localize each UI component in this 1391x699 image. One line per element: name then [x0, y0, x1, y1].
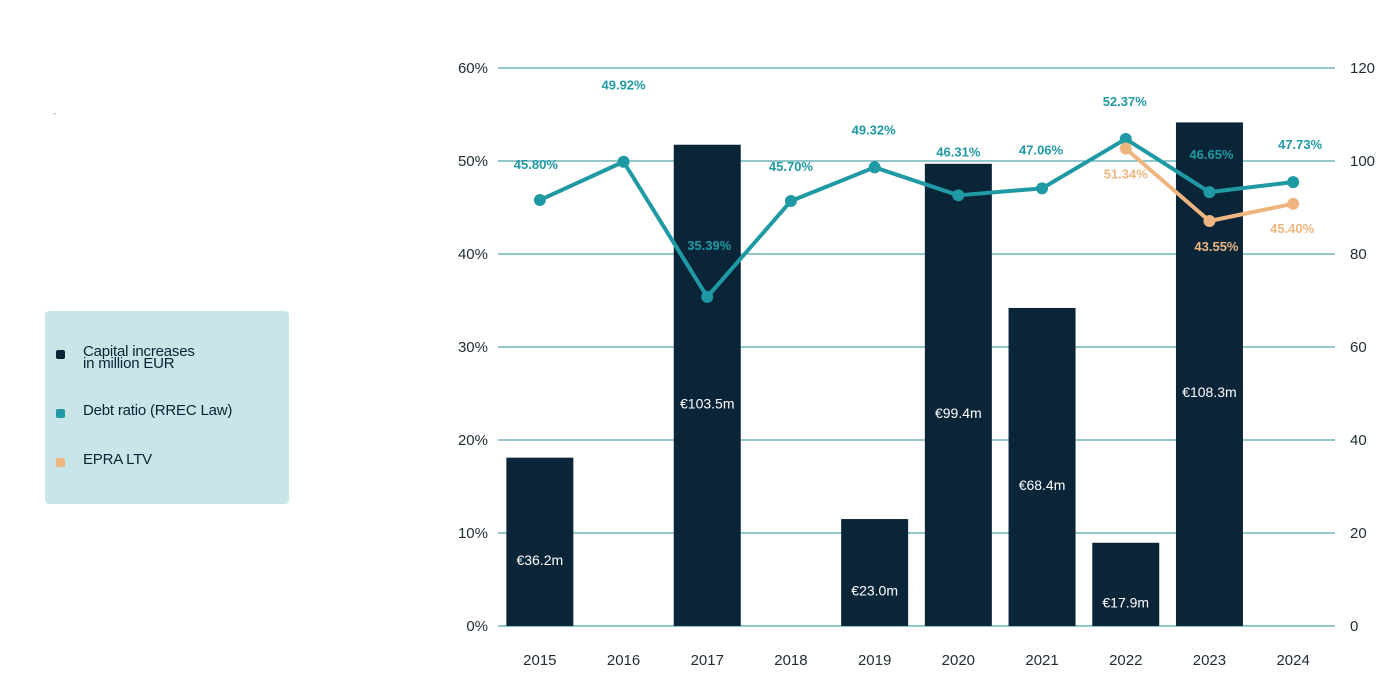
right-axis-tick-label: 80 [1350, 246, 1367, 263]
right-axis-tick-label: 120 [1350, 60, 1375, 77]
bar [673, 144, 741, 626]
debt-ratio-point [617, 155, 630, 168]
right-axis-tick-label: 40 [1350, 432, 1367, 449]
left-axis-tick-label: 0% [466, 618, 488, 635]
left-axis-tick-label: 50% [458, 153, 488, 170]
epra-ltv-data-label: 45.40% [1270, 221, 1315, 236]
bar [1092, 542, 1160, 626]
legend-swatch-debt-ratio [56, 409, 65, 418]
debt-ratio-data-label: 52.37% [1103, 94, 1148, 109]
bar-data-label: €17.9m [1102, 594, 1149, 610]
debt-ratio-data-label: 47.73% [1278, 137, 1323, 152]
debt-ratio-point [1036, 182, 1049, 195]
x-axis-tick-label: 2020 [942, 652, 975, 669]
debt-ratio-data-label: 46.31% [936, 144, 981, 159]
legend-item-epra-ltv: EPRA LTV [56, 451, 152, 468]
legend-item-capital-increases: Capital increases in million EUR [56, 343, 195, 372]
right-axis-tick-label: 100 [1350, 153, 1375, 170]
epra-ltv-data-label: 51.34% [1104, 167, 1149, 182]
bar [924, 163, 992, 627]
debt-ratio-point [1203, 186, 1216, 199]
epra-ltv-point [1203, 214, 1216, 227]
x-axis-tick-label: 2021 [1025, 652, 1058, 669]
bar-data-label: €99.4m [935, 405, 982, 421]
right-axis-tick-label: 60 [1350, 339, 1367, 356]
right-axis-tick-label: 20 [1350, 525, 1367, 542]
debt-ratio-data-label: 46.65% [1189, 147, 1234, 162]
left-axis-tick-label: 20% [458, 432, 488, 449]
debt-ratio-point [701, 290, 714, 303]
x-axis-tick-label: 2022 [1109, 652, 1142, 669]
bar [841, 519, 909, 626]
legend-label-line1: Debt ratio (RREC Law) [83, 402, 233, 419]
bar-data-label: €36.2m [516, 552, 563, 568]
legend-label-capital-increases: Capital increases in million EUR [83, 343, 195, 372]
stray-mark: ’ [54, 112, 56, 121]
legend-swatch-capital-increases [56, 350, 65, 359]
chart-legend: Capital increases in million EUR Debt ra… [45, 311, 289, 504]
x-axis-tick-label: 2017 [691, 652, 724, 669]
left-axis-tick-label: 40% [458, 246, 488, 263]
debt-ratio-point [1119, 132, 1132, 145]
x-axis-tick-label: 2019 [858, 652, 891, 669]
left-axis-tick-label: 10% [458, 525, 488, 542]
epra-ltv-point [1119, 142, 1132, 155]
x-axis-tick-label: 2023 [1193, 652, 1226, 669]
x-axis-tick-label: 2015 [523, 652, 556, 669]
debt-ratio-data-label: 45.80% [514, 157, 559, 172]
debt-ratio-data-label: 49.92% [602, 78, 647, 93]
debt-ratio-line [539, 136, 1294, 299]
epra-ltv-data-label: 43.55% [1194, 239, 1239, 254]
legend-swatch-epra-ltv [56, 458, 65, 467]
bar-data-label: €68.4m [1019, 477, 1066, 493]
bar [1008, 307, 1076, 626]
debt-ratio-data-label: 47.06% [1019, 142, 1064, 157]
debt-ratio-point [868, 161, 881, 174]
debt-ratio-point [533, 194, 546, 207]
epra-ltv-point [1287, 197, 1300, 210]
debt-ratio-data-label: 35.39% [687, 238, 732, 253]
bar-data-label: €108.3m [1182, 384, 1236, 400]
debt-ratio-point [784, 194, 797, 207]
legend-label-line1: EPRA LTV [83, 451, 152, 468]
legend-label-debt-ratio: Debt ratio (RREC Law) [83, 402, 233, 419]
left-axis-tick-label: 30% [458, 339, 488, 356]
legend-item-debt-ratio: Debt ratio (RREC Law) [56, 402, 233, 419]
left-axis-tick-label: 60% [458, 60, 488, 77]
bar [1175, 122, 1243, 626]
debt-ratio-point [952, 189, 965, 202]
debt-ratio-point [1287, 176, 1300, 189]
legend-label-line1: Capital increases [83, 343, 195, 360]
legend-label-epra-ltv: EPRA LTV [83, 451, 152, 468]
x-axis-tick-label: 2018 [774, 652, 807, 669]
legend-label-line2: in million EUR [83, 355, 175, 372]
right-axis-tick-label: 0 [1350, 618, 1358, 635]
bar [506, 457, 574, 626]
debt-ratio-data-label: 49.32% [852, 122, 897, 137]
bar-data-label: €23.0m [851, 583, 898, 599]
x-axis-tick-label: 2016 [607, 652, 640, 669]
bar-data-label: €103.5m [680, 395, 734, 411]
debt-ratio-data-label: 45.70% [769, 159, 814, 174]
x-axis-tick-label: 2024 [1276, 652, 1309, 669]
